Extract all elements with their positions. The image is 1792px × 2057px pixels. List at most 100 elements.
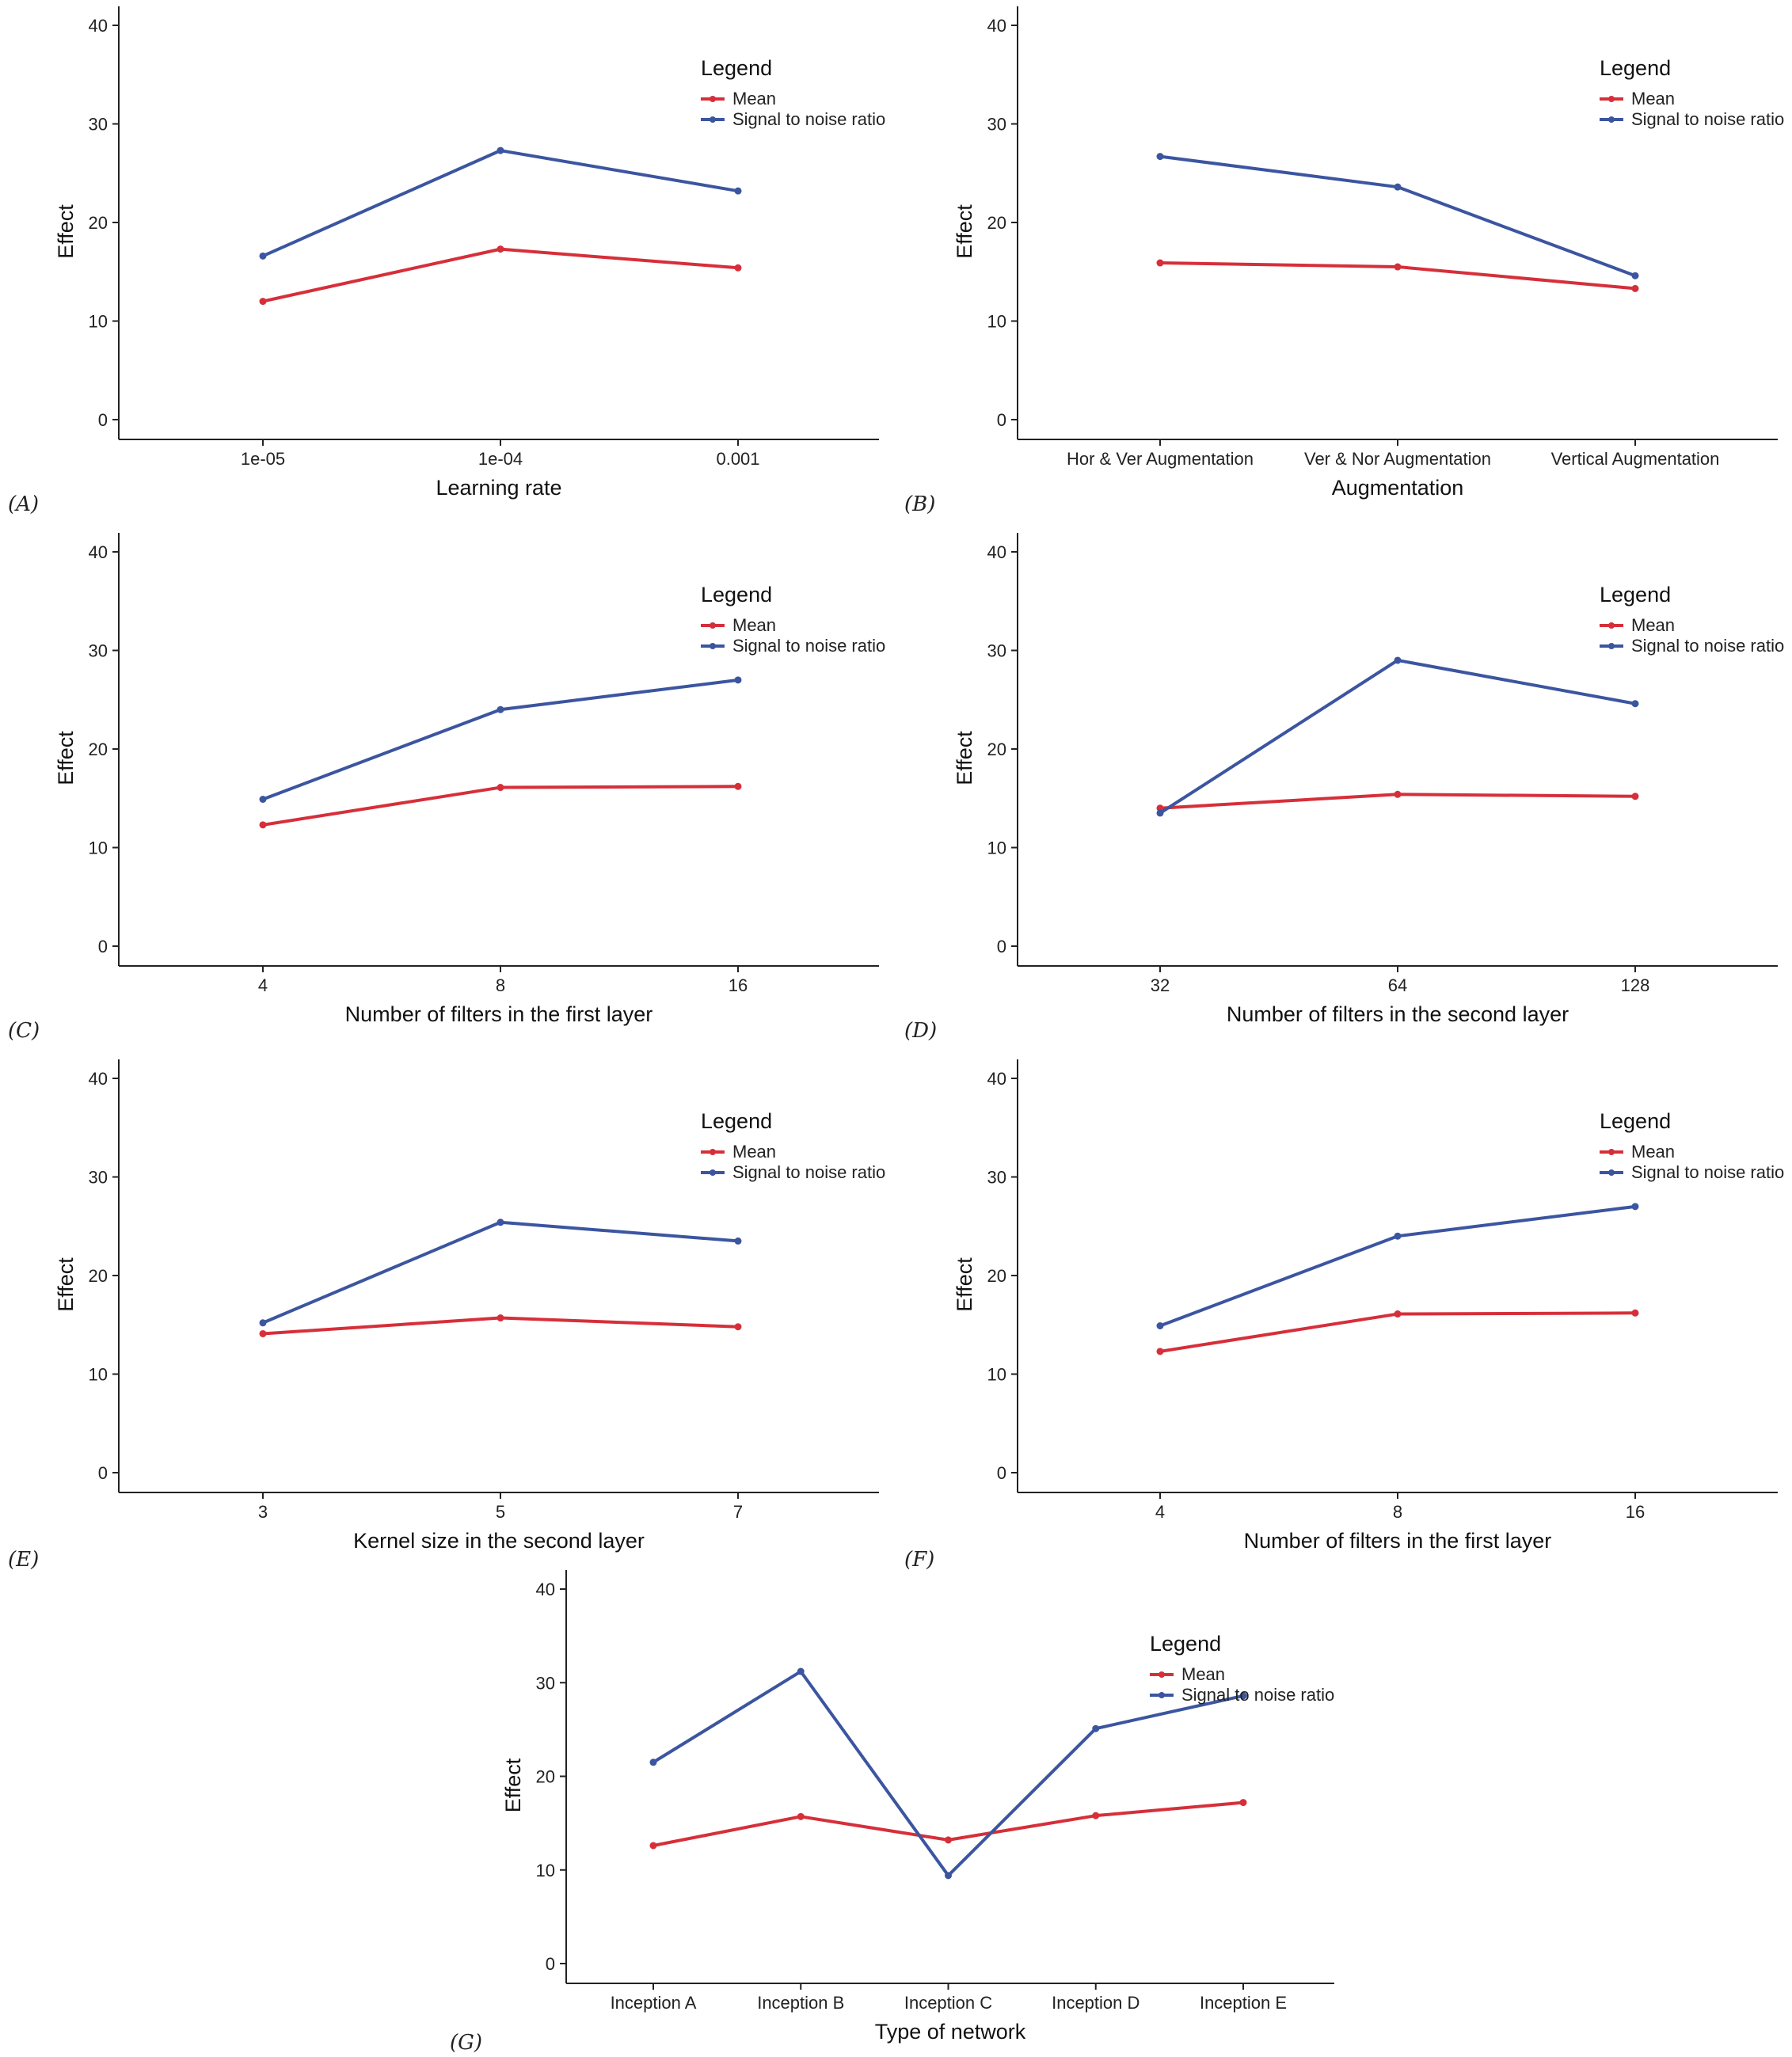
x-tick-label: 3 bbox=[258, 1502, 268, 1522]
y-tick-label: 0 bbox=[98, 410, 108, 430]
y-tick-label: 20 bbox=[987, 1266, 1006, 1286]
y-tick-label: 20 bbox=[987, 213, 1006, 233]
y-tick-label: 20 bbox=[536, 1767, 555, 1787]
x-tick-label: Inception B bbox=[757, 1993, 844, 2013]
legend-title: Legend bbox=[701, 56, 772, 80]
legend-swatch-point bbox=[1608, 116, 1615, 123]
x-tick-label: Inception A bbox=[611, 1993, 697, 2013]
x-tick-label: Hor & Ver Augmentation bbox=[1067, 449, 1254, 469]
data-point bbox=[1156, 1321, 1164, 1329]
data-point bbox=[1394, 656, 1402, 664]
series-line-mean bbox=[262, 247, 739, 303]
data-point bbox=[1394, 1310, 1402, 1318]
x-tick-label: 8 bbox=[1393, 1502, 1402, 1522]
chart-panel-3: 0 10 20 30 40 4 8 16 Number of filters in the fi… bbox=[8, 533, 885, 1043]
y-tick-label: 40 bbox=[987, 1069, 1006, 1089]
x-tick-label: Inception C bbox=[904, 1993, 992, 2013]
series-line-snr bbox=[262, 678, 739, 801]
legend-title: Legend bbox=[1600, 583, 1671, 606]
legend-title: Legend bbox=[701, 583, 772, 606]
y-tick-label: 30 bbox=[89, 115, 108, 135]
data-point bbox=[1239, 1692, 1247, 1700]
legend-entry: Signal to noise ratio bbox=[1631, 1162, 1784, 1182]
x-tick-label: 128 bbox=[1621, 975, 1650, 995]
y-tick-label: 0 bbox=[98, 937, 108, 956]
y-tick-label: 30 bbox=[987, 115, 1006, 135]
data-point bbox=[1631, 793, 1639, 800]
data-point bbox=[734, 187, 742, 195]
legend-title: Legend bbox=[701, 1109, 772, 1133]
y-tick-label: 20 bbox=[987, 740, 1006, 759]
legend-entry: Mean bbox=[1631, 1142, 1675, 1162]
legend-entry: Signal to noise ratio bbox=[1631, 636, 1784, 656]
legend-entry: Mean bbox=[1631, 615, 1675, 635]
y-tick-label: 0 bbox=[997, 1463, 1006, 1483]
x-tick-label: Inception D bbox=[1052, 1993, 1139, 2013]
panel-label: (B) bbox=[904, 492, 935, 516]
y-tick-label: 0 bbox=[997, 937, 1006, 956]
legend-title: Legend bbox=[1150, 1632, 1221, 1656]
data-point bbox=[1394, 1232, 1402, 1240]
legend-swatch-point bbox=[1608, 1149, 1615, 1155]
legend-entry: Signal to noise ratio bbox=[732, 109, 885, 129]
legend-swatch-point bbox=[1608, 96, 1615, 102]
data-point bbox=[1239, 1799, 1247, 1807]
x-tick-label: 7 bbox=[733, 1502, 743, 1522]
y-tick-label: 30 bbox=[536, 1673, 555, 1693]
y-axis-title: Effect bbox=[501, 1758, 525, 1812]
x-tick-label: Vertical Augmentation bbox=[1551, 449, 1720, 469]
data-point bbox=[1394, 183, 1402, 191]
y-axis-title: Effect bbox=[54, 1257, 78, 1312]
legend-swatch-point bbox=[710, 643, 716, 649]
data-point bbox=[1092, 1812, 1100, 1819]
data-point bbox=[1156, 1348, 1164, 1355]
y-tick-label: 10 bbox=[89, 838, 108, 858]
chart-panel-1: 0 10 20 30 40 1e-05 1e-04 0.001 Learning rate Eff… bbox=[8, 6, 885, 516]
legend-swatch-point bbox=[1608, 1169, 1615, 1176]
y-axis-title: Effect bbox=[953, 1257, 976, 1312]
legend-entry: Mean bbox=[1181, 1664, 1225, 1684]
data-point bbox=[497, 705, 504, 713]
x-axis-title: Number of filters in the first layer bbox=[345, 1002, 653, 1026]
data-point bbox=[797, 1812, 805, 1820]
chart-panel-5: 0 10 20 30 40 3 5 7 Kernel size in the second la… bbox=[8, 1059, 885, 1572]
chart-panel-7: 0 10 20 30 40 Inception A Inception B Inception… bbox=[450, 1570, 1334, 2055]
legend-swatch-point bbox=[1608, 622, 1615, 629]
x-axis-title: Kernel size in the second layer bbox=[353, 1529, 645, 1553]
data-point bbox=[1631, 272, 1639, 279]
panel-label: (F) bbox=[904, 1548, 934, 1572]
y-tick-label: 10 bbox=[987, 838, 1006, 858]
x-axis-title: Type of network bbox=[875, 2020, 1026, 2044]
y-tick-label: 40 bbox=[89, 16, 108, 36]
legend-title: Legend bbox=[1600, 1109, 1671, 1133]
y-tick-label: 30 bbox=[987, 1168, 1006, 1188]
data-point bbox=[259, 821, 267, 829]
y-tick-label: 30 bbox=[987, 641, 1006, 661]
x-tick-label: Inception E bbox=[1200, 1993, 1287, 2013]
y-tick-label: 20 bbox=[89, 1266, 108, 1286]
legend-swatch-point bbox=[1608, 643, 1615, 649]
data-point bbox=[497, 245, 504, 253]
series-line-snr bbox=[652, 1670, 1244, 1877]
x-tick-label: 0.001 bbox=[716, 449, 759, 469]
y-tick-label: 40 bbox=[89, 1069, 108, 1089]
x-axis-title: Number of filters in the second layer bbox=[1227, 1002, 1569, 1026]
data-point bbox=[259, 1329, 267, 1337]
chart-panel-4: 0 10 20 30 40 32 64 128 Number of filters in the… bbox=[904, 533, 1784, 1043]
x-tick-label: 32 bbox=[1151, 975, 1170, 995]
data-point bbox=[259, 1319, 267, 1327]
series-line-snr bbox=[1159, 658, 1636, 815]
legend-swatch-point bbox=[710, 96, 716, 102]
x-tick-label: 8 bbox=[496, 975, 505, 995]
data-point bbox=[1156, 153, 1164, 161]
data-point bbox=[259, 252, 267, 260]
legend-entry: Mean bbox=[732, 615, 776, 635]
x-axis-title: Learning rate bbox=[436, 476, 561, 500]
data-point bbox=[1631, 1309, 1639, 1317]
x-axis-title: Augmentation bbox=[1332, 476, 1464, 500]
legend-swatch-point bbox=[710, 1149, 716, 1155]
y-tick-label: 0 bbox=[997, 410, 1006, 430]
series-line-snr bbox=[1159, 154, 1636, 278]
data-point bbox=[734, 676, 742, 684]
